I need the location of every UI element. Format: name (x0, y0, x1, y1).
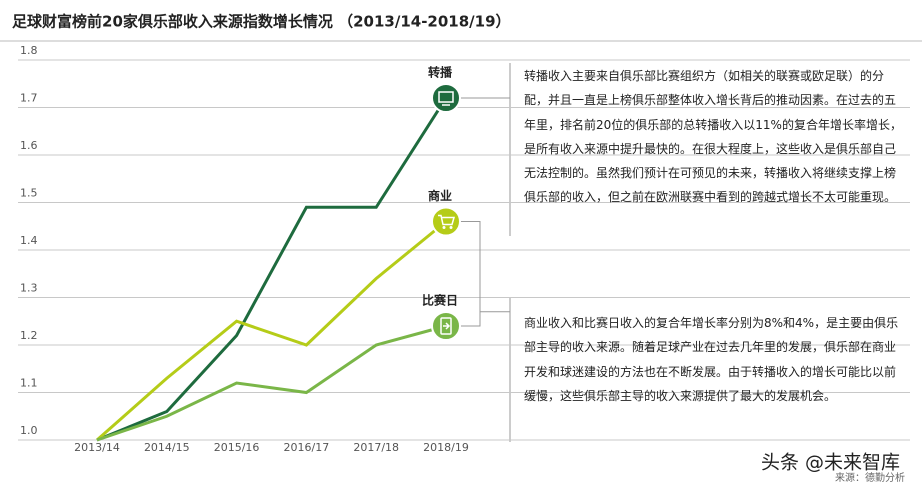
connector (460, 221, 481, 327)
series-line (96, 324, 447, 442)
x-tick-label: 2015/16 (214, 441, 260, 454)
legend-label: 转播 (428, 65, 453, 80)
annotation: 商业收入和比赛日收入的复合年增长率分别为8%和4%，是主要由俱乐部主导的收入来源… (524, 316, 899, 403)
x-tick-label: 2014/15 (144, 441, 190, 454)
series-line (96, 97, 448, 442)
series-icon (431, 83, 461, 113)
icon-glyph (449, 226, 453, 229)
icon-glyph (442, 226, 446, 229)
y-tick-label: 1.0 (20, 424, 38, 437)
x-tick-label: 2018/19 (423, 441, 469, 454)
y-tick-label: 1.5 (20, 187, 38, 200)
icon-glyph (440, 317, 452, 335)
icon-glyph (438, 214, 455, 226)
y-tick-label: 1.7 (20, 92, 38, 105)
x-tick-label: 2017/18 (353, 441, 399, 454)
y-tick-label: 1.1 (20, 377, 38, 390)
y-tick-label: 1.2 (20, 329, 38, 342)
y-tick-label: 1.8 (20, 44, 38, 57)
watermark: 头条 @未来智库 (761, 452, 900, 474)
series-icon (431, 206, 461, 237)
legend-label: 比赛日 (422, 293, 458, 308)
y-tick-label: 1.3 (20, 282, 38, 295)
x-tick-label: 2013/14 (74, 441, 120, 454)
x-tick-label: 2016/17 (284, 441, 330, 454)
icon-glyph (443, 322, 451, 330)
y-tick-label: 1.4 (20, 234, 38, 247)
source: 来源：德勤分析 (835, 471, 905, 484)
icon-glyph (438, 91, 454, 103)
annotation: 转播收入主要来自俱乐部比赛组织方（如相关的联赛或欧足联）的分配，并且一直是上榜俱… (524, 69, 902, 205)
legend-label: 商业 (428, 188, 452, 203)
y-tick-label: 1.6 (20, 139, 38, 152)
chart-title: 足球财富榜前20家俱乐部收入来源指数增长情况 （2013/14-2018/19） (12, 13, 511, 31)
series-line (96, 220, 447, 442)
